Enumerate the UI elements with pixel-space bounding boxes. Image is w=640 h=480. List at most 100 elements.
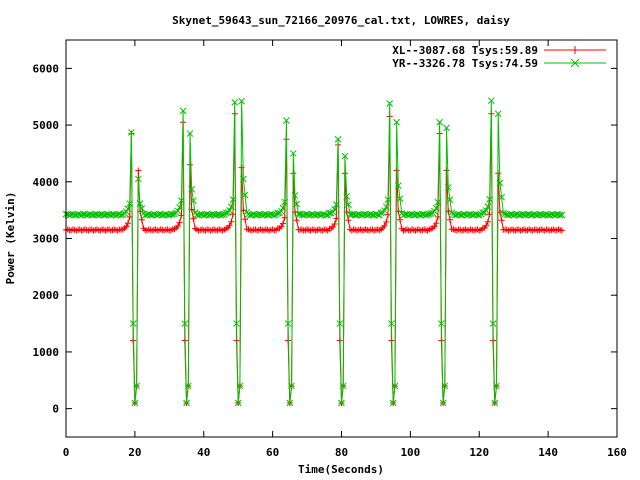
data-point	[228, 218, 235, 225]
data-point	[138, 216, 145, 223]
data-point	[394, 182, 402, 190]
data-point	[446, 216, 453, 223]
legend-label-xl: XL--3087.68 Tsys:59.89	[392, 44, 538, 57]
y-tick-label: 2000	[33, 289, 60, 302]
data-point	[277, 207, 285, 215]
data-point	[274, 209, 282, 217]
x-axis-label: Time(Seconds)	[298, 463, 384, 476]
y-tick-label: 3000	[33, 233, 60, 246]
series-markers-1	[62, 97, 566, 407]
data-point	[341, 152, 349, 160]
data-point	[434, 213, 441, 220]
data-point	[162, 210, 170, 218]
data-point	[441, 382, 449, 390]
data-point	[183, 399, 190, 407]
data-point	[336, 320, 344, 327]
data-point	[491, 399, 499, 407]
data-point	[135, 167, 142, 174]
data-point	[138, 205, 146, 212]
legend-marker-yr	[570, 58, 580, 68]
data-point	[434, 198, 442, 206]
data-point	[229, 196, 237, 203]
data-point	[188, 185, 196, 193]
data-point	[288, 382, 295, 390]
data-point	[431, 207, 438, 215]
chart-title: Skynet_59643_sun_72166_20976_cal.txt, LO…	[172, 14, 510, 27]
data-point	[284, 320, 292, 327]
plot-frame	[65, 39, 618, 438]
data-point	[281, 198, 289, 206]
data-point	[388, 320, 395, 327]
data-point	[279, 204, 287, 212]
y-tick-label: 1000	[33, 346, 60, 359]
data-point	[518, 210, 526, 218]
data-point	[396, 195, 404, 203]
data-point	[226, 207, 233, 214]
data-point	[291, 192, 299, 199]
data-point	[556, 211, 564, 219]
data-point	[389, 399, 397, 407]
data-point	[238, 97, 245, 105]
data-point	[178, 197, 185, 204]
data-point	[200, 211, 208, 219]
data-point	[339, 382, 347, 390]
data-point	[345, 217, 352, 224]
data-point	[190, 215, 197, 222]
data-point	[234, 399, 242, 407]
series-line-1	[65, 100, 563, 404]
y-tick-label: 4000	[33, 176, 60, 189]
plot-series	[62, 97, 566, 407]
data-point	[444, 184, 452, 191]
data-point	[112, 211, 120, 219]
x-tick-label: 140	[538, 446, 558, 459]
data-point	[498, 193, 505, 201]
data-point	[355, 210, 363, 218]
data-point	[331, 220, 338, 227]
data-point	[332, 201, 340, 208]
data-point	[451, 211, 459, 219]
data-point	[331, 205, 338, 213]
data-point	[289, 150, 297, 157]
data-point	[443, 124, 450, 132]
data-point	[305, 211, 313, 219]
data-point	[181, 320, 189, 327]
data-point	[486, 195, 493, 203]
data-point	[74, 210, 82, 218]
x-tick-label: 80	[335, 446, 348, 459]
data-point	[267, 210, 275, 218]
data-point	[377, 209, 385, 217]
data-point	[128, 129, 135, 136]
data-point	[374, 211, 382, 218]
data-point	[279, 220, 286, 227]
data-point	[293, 200, 301, 208]
data-point	[296, 210, 304, 218]
data-point	[391, 382, 399, 390]
data-point	[460, 210, 468, 218]
data-point	[433, 220, 440, 227]
data-point	[278, 223, 285, 230]
data-point	[338, 399, 345, 407]
x-tick-label: 100	[400, 446, 420, 459]
data-point	[258, 211, 266, 219]
data-point	[246, 211, 254, 219]
data-point	[432, 204, 440, 212]
x-tick-label: 20	[128, 446, 141, 459]
data-point	[233, 320, 240, 327]
data-point	[483, 222, 490, 229]
data-point	[384, 211, 391, 218]
y-tick-label: 5000	[33, 119, 60, 132]
legend: XL--3087.68 Tsys:59.89 YR--3326.78 Tsys:…	[392, 44, 606, 70]
data-point	[209, 210, 216, 218]
data-point	[123, 223, 130, 230]
data-point	[226, 222, 233, 229]
data-point	[510, 211, 518, 219]
data-point	[487, 97, 495, 105]
data-point	[129, 320, 137, 327]
data-point	[436, 118, 444, 126]
legend-marker-xl	[571, 46, 579, 54]
data-point	[241, 191, 249, 199]
data-point	[286, 399, 294, 407]
data-point	[498, 217, 505, 224]
data-point	[343, 192, 351, 200]
data-point	[91, 210, 99, 218]
